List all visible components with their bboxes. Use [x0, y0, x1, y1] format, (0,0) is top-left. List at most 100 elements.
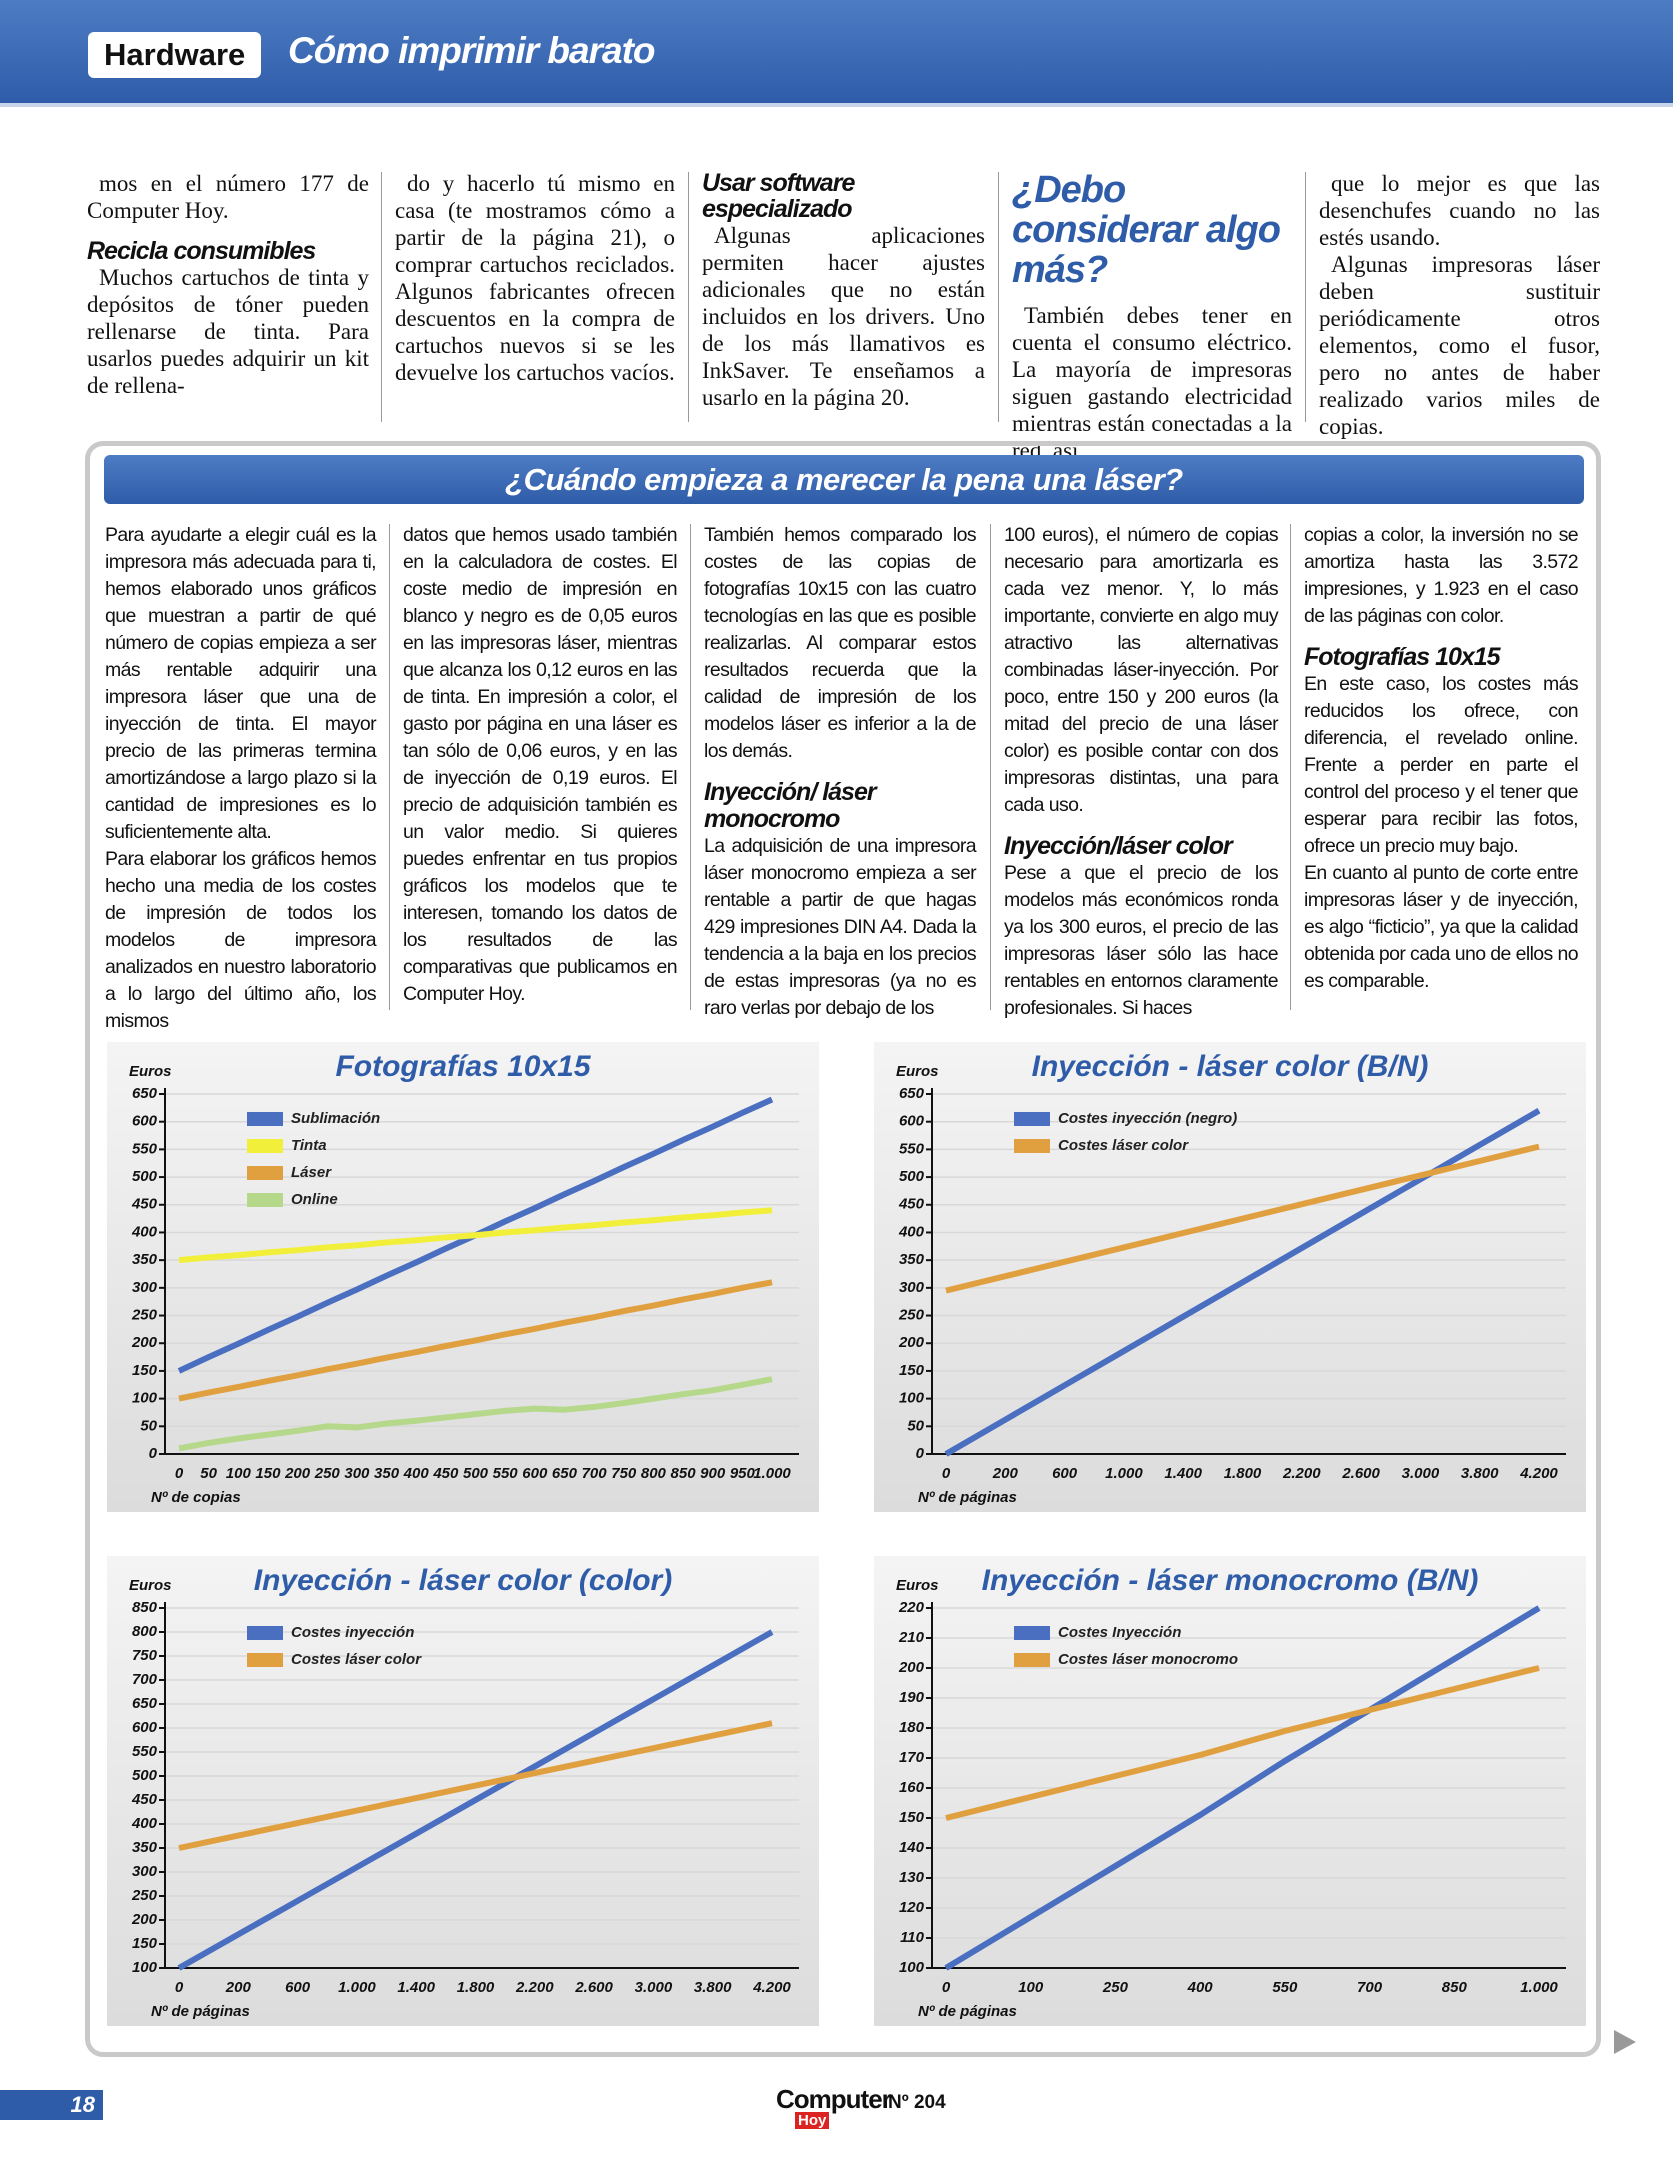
chart: Inyección - láser color (color) Euros Nº d… — [107, 1556, 819, 2026]
x-tick-label: 1.800 — [457, 1979, 495, 1996]
subheading: Inyección/láser color — [1004, 832, 1233, 860]
y-tick-label: 400 — [131, 1815, 158, 1832]
paragraph: También hemos comparado los costes de la… — [704, 524, 977, 762]
x-tick-label: 400 — [403, 1465, 430, 1482]
y-tick-label: 170 — [899, 1749, 925, 1766]
y-tick-label: 350 — [132, 1839, 158, 1856]
legend-swatch — [247, 1626, 283, 1640]
x-tick-label: 100 — [226, 1465, 252, 1482]
x-tick-label: 0 — [942, 1979, 951, 1996]
column-rule — [998, 172, 999, 422]
y-tick-label: 120 — [899, 1899, 925, 1916]
header-bar: Hardware Cómo imprimir barato — [0, 0, 1673, 107]
y-tick-label: 650 — [132, 1085, 158, 1102]
y-tick-label: 650 — [132, 1695, 158, 1712]
logo: Computer — [776, 2084, 892, 2114]
y-tick-label: 150 — [132, 1935, 158, 1952]
box-title: ¿Cuándo empieza a merecer la pena una lá… — [104, 455, 1584, 504]
y-tick-label: 650 — [899, 1085, 925, 1102]
x-tick-label: 3.000 — [635, 1979, 673, 1996]
x-tick-label: 1.400 — [1164, 1465, 1202, 1482]
column-rule — [990, 524, 991, 1010]
y-tick-label: 140 — [899, 1839, 925, 1856]
column-rule — [389, 524, 390, 1010]
y-tick-label: 200 — [898, 1659, 925, 1676]
legend-swatch — [247, 1139, 283, 1153]
series-line — [945, 1665, 1540, 1821]
legend-label: Láser — [291, 1164, 332, 1181]
y-tick-label: 550 — [132, 1140, 158, 1157]
paragraph: Algunas aplicaciones permiten hacer ajus… — [702, 223, 985, 410]
paragraph: También debes tener en cuenta el consumo… — [1012, 303, 1292, 463]
column-rule — [690, 524, 691, 1010]
x-tick-label: 500 — [463, 1465, 489, 1482]
page-number-text: 18 — [70, 2092, 95, 2117]
info-box — [85, 441, 1601, 2057]
x-tick-label: 1.000 — [753, 1465, 791, 1482]
x-tick-label: 550 — [1272, 1979, 1298, 1996]
subheading: Recicla consumibles — [87, 237, 316, 265]
legend-swatch — [1014, 1653, 1050, 1667]
x-tick-label: 300 — [344, 1465, 370, 1482]
x-tick-label: 2.200 — [1282, 1465, 1321, 1482]
legend-label: Costes láser monocromo — [1058, 1651, 1238, 1668]
y-tick-label: 200 — [131, 1911, 158, 1928]
y-tick-label: 850 — [132, 1599, 158, 1616]
text-column: Usar software especializado Algunas aplic… — [702, 170, 985, 422]
chart: Inyección - láser color (B/N) Euros Nº de … — [874, 1042, 1586, 1512]
x-tick-label: 1.400 — [397, 1979, 435, 1996]
x-axis-label: Nº de copias — [151, 1489, 241, 1506]
y-tick-label: 150 — [132, 1362, 158, 1379]
text-column: También hemos comparado los costes de la… — [704, 522, 977, 1019]
text-column: que lo mejor es que las desenchufes cuan… — [1319, 170, 1600, 439]
y-tick-label: 200 — [898, 1334, 925, 1351]
paragraph: Para ayudarte a elegir cuál es la impres… — [105, 524, 377, 843]
next-arrow — [1614, 2030, 1636, 2054]
y-tick-label: 160 — [899, 1779, 925, 1796]
y-tick-label: 300 — [899, 1279, 925, 1296]
legend-swatch — [1014, 1112, 1050, 1126]
paragraph: En cuanto al punto de corte entre impres… — [1304, 862, 1579, 992]
chart-background — [107, 1042, 819, 1512]
series-line — [945, 1143, 1540, 1294]
text-column: datos que hemos usado también en la calc… — [403, 522, 678, 1014]
y-tick-label: 0 — [149, 1445, 158, 1462]
x-tick-label: 450 — [432, 1465, 459, 1482]
issue-number: Nº 204 — [888, 2092, 946, 2113]
y-tick-label: 400 — [131, 1223, 158, 1240]
y-tick-label: 300 — [132, 1863, 158, 1880]
paragraph: En este caso, los costes más reducidos l… — [1304, 673, 1579, 857]
paragraph: mos en el número 177 de Computer Hoy. — [87, 171, 369, 223]
x-tick-label: 350 — [374, 1465, 400, 1482]
y-tick-label: 250 — [131, 1887, 158, 1904]
column-rule — [1290, 524, 1291, 1010]
y-tick-label: 450 — [898, 1196, 925, 1213]
x-tick-label: 650 — [552, 1465, 578, 1482]
y-tick-label: 150 — [899, 1809, 925, 1826]
series-line — [177, 1629, 774, 1971]
y-tick-label: 600 — [132, 1113, 158, 1130]
chart-background — [874, 1556, 1586, 2026]
text-column: do y hacerlo tú mismo en casa (te mostra… — [395, 170, 675, 422]
y-tick-label: 100 — [899, 1959, 925, 1976]
x-tick-label: 0 — [175, 1465, 184, 1482]
series-line — [178, 1279, 773, 1402]
chart-title: Inyección - láser color (B/N) — [1032, 1050, 1429, 1083]
x-tick-label: 600 — [285, 1979, 311, 1996]
paragraph: 100 euros), el número de copias necesari… — [1004, 524, 1279, 816]
paragraph: Pese a que el precio de los modelos más … — [1004, 862, 1279, 1019]
paragraph: que lo mejor es que las desenchufes cuan… — [1319, 171, 1600, 250]
x-axis-label: Nº de páginas — [151, 2003, 250, 2020]
x-axis-label: Nº de páginas — [918, 1489, 1017, 1506]
legend-label: Costes inyección (negro) — [1058, 1110, 1237, 1127]
legend-swatch — [247, 1166, 283, 1180]
subheading: Inyección/ láser monocromo — [704, 778, 877, 833]
y-tick-label: 50 — [907, 1417, 924, 1434]
legend-label: Online — [291, 1191, 338, 1208]
y-tick-label: 250 — [898, 1307, 925, 1324]
legend-label: Tinta — [291, 1137, 327, 1154]
x-tick-label: 800 — [641, 1465, 667, 1482]
x-tick-label: 700 — [582, 1465, 608, 1482]
x-tick-label: 850 — [1442, 1979, 1468, 1996]
text-column: Para ayudarte a elegir cuál es la impres… — [105, 522, 377, 1032]
